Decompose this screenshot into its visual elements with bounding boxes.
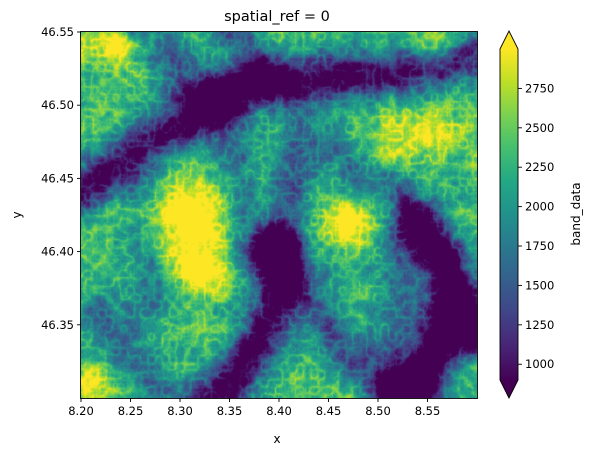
y-axis: 46.35 46.40 46.45 46.50 46.55 bbox=[41, 25, 81, 332]
colorbar-tick-label: 2750 bbox=[525, 81, 554, 95]
y-axis-label: y bbox=[10, 211, 24, 218]
y-tick-label: 46.45 bbox=[41, 171, 74, 185]
y-tick-label: 46.55 bbox=[41, 25, 74, 39]
x-tick-label: 8.55 bbox=[415, 404, 441, 418]
x-tick-label: 8.40 bbox=[266, 404, 292, 418]
y-tick-label: 46.50 bbox=[41, 98, 74, 112]
y-tick-label: 46.35 bbox=[41, 318, 74, 332]
x-tick-label: 8.50 bbox=[365, 404, 391, 418]
colorbar-tick-label: 2000 bbox=[525, 200, 554, 214]
colorbar: 1000 1250 1500 1750 2000 2250 2500 2750 band_da… bbox=[500, 31, 583, 398]
colorbar-gradient bbox=[500, 49, 518, 380]
x-tick-label: 8.35 bbox=[217, 404, 243, 418]
x-tick-label: 8.45 bbox=[316, 404, 342, 418]
x-axis: 8.20 8.25 8.30 8.35 8.40 8.45 8.50 8.55 bbox=[68, 398, 440, 418]
colorbar-tick-label: 1250 bbox=[525, 318, 554, 332]
colorbar-tick-label: 2500 bbox=[525, 121, 554, 135]
y-tick-label: 46.40 bbox=[41, 245, 74, 259]
colorbar-label: band_data bbox=[569, 182, 583, 245]
chart-title: spatial_ref = 0 bbox=[224, 9, 330, 25]
x-tick-label: 8.25 bbox=[118, 404, 144, 418]
x-axis-label: x bbox=[273, 432, 280, 446]
colorbar-ticks: 1000 1250 1500 1750 2000 2250 2500 2750 bbox=[518, 81, 554, 371]
x-tick-label: 8.30 bbox=[167, 404, 193, 418]
colorbar-tick-label: 1750 bbox=[525, 239, 554, 253]
heatmap-raster-holder bbox=[81, 32, 477, 398]
colorbar-tick-label: 2250 bbox=[525, 160, 554, 174]
colorbar-extend-min bbox=[500, 380, 518, 398]
x-tick-label: 8.20 bbox=[68, 404, 94, 418]
elevation-raster bbox=[81, 32, 477, 398]
colorbar-tick-label: 1500 bbox=[525, 278, 554, 292]
colorbar-tick-label: 1000 bbox=[525, 357, 554, 371]
colorbar-extend-max bbox=[500, 31, 518, 49]
